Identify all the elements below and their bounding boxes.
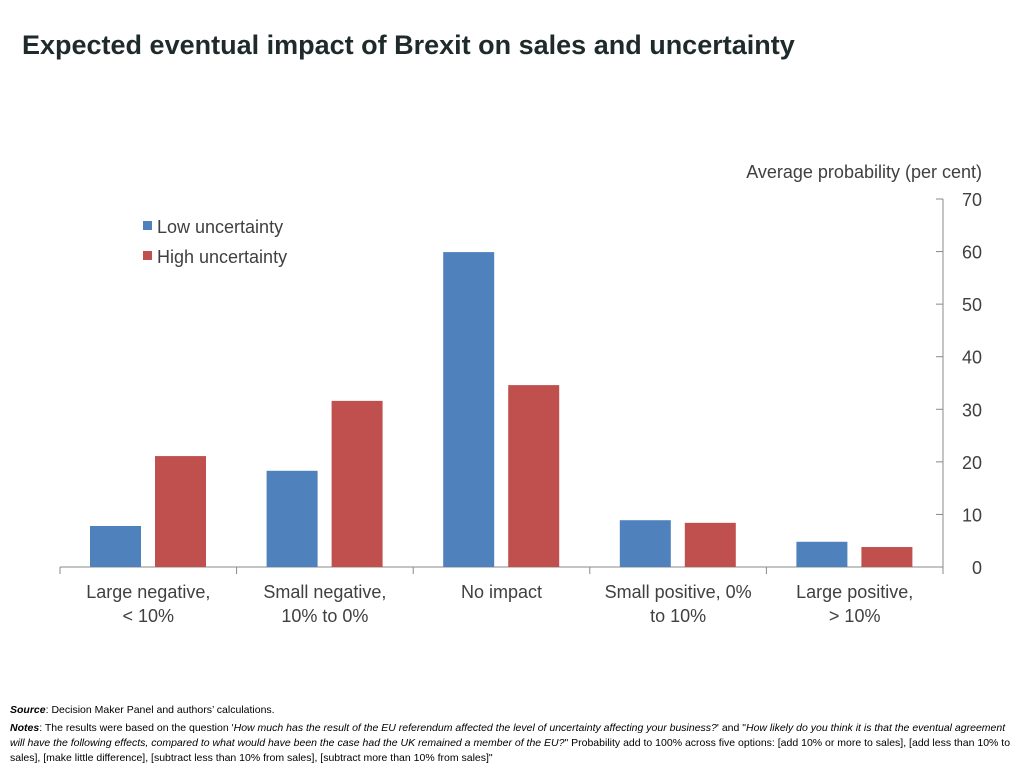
notes-text: : The results were based on the question… bbox=[39, 722, 234, 734]
x-tick-label: < 10% bbox=[123, 606, 175, 626]
legend-swatch bbox=[143, 221, 152, 230]
y-tick-label: 30 bbox=[962, 400, 982, 420]
y-tick-label: 0 bbox=[972, 558, 982, 578]
notes-question-2: How likely do you think it is that the e… bbox=[10, 722, 1006, 749]
notes: Notes: The results were based on the que… bbox=[10, 721, 1016, 766]
legend-label: Low uncertainty bbox=[157, 217, 283, 237]
x-tick-label: 10% to 0% bbox=[281, 606, 368, 626]
x-tick-label: Large positive, bbox=[796, 582, 913, 602]
legend-label: High uncertainty bbox=[157, 247, 287, 267]
bar-high-uncertainty bbox=[684, 522, 736, 567]
y-tick-label: 50 bbox=[962, 295, 982, 315]
legend-swatch bbox=[143, 251, 152, 260]
bar-high-uncertainty bbox=[155, 456, 206, 567]
bar-low-uncertainty bbox=[443, 252, 495, 567]
bar-high-uncertainty bbox=[508, 385, 560, 567]
bar-low-uncertainty bbox=[619, 520, 671, 567]
bar-low-uncertainty bbox=[90, 525, 141, 567]
y-tick-label: 10 bbox=[962, 505, 982, 525]
notes-question-1: How much has the result of the EU refere… bbox=[233, 722, 717, 734]
x-tick-label: to 10% bbox=[650, 606, 706, 626]
bar-chart: 0 10 20 30 40 50 60 70 Average probability (per … bbox=[59, 162, 982, 626]
source-label: Source bbox=[10, 704, 46, 716]
y-tick-label: 40 bbox=[962, 348, 982, 368]
source-note: Source: Decision Maker Panel and authors… bbox=[10, 703, 1016, 718]
bar-high-uncertainty bbox=[331, 400, 383, 567]
y-tick-label: 70 bbox=[962, 190, 982, 210]
notes-text: " Probability add to 100% across five op… bbox=[10, 737, 1011, 764]
x-tick-label: No impact bbox=[461, 582, 542, 602]
bar-high-uncertainty bbox=[861, 547, 913, 567]
bar-low-uncertainty bbox=[796, 541, 848, 567]
notes-label: Notes bbox=[10, 722, 40, 734]
y-tick-label: 20 bbox=[962, 453, 982, 473]
notes-text: ' and " bbox=[716, 722, 746, 734]
bar-low-uncertainty bbox=[266, 470, 318, 567]
x-tick-label: Large negative, bbox=[86, 582, 210, 602]
x-tick-label: > 10% bbox=[829, 606, 881, 626]
source-text: : Decision Maker Panel and authors’ calc… bbox=[45, 704, 275, 716]
x-tick-label: Small negative, bbox=[263, 582, 386, 602]
y-axis-title: Average probability (per cent) bbox=[746, 162, 982, 182]
chart-title: Expected eventual impact of Brexit on sa… bbox=[22, 30, 795, 60]
x-tick-label: Small positive, 0% bbox=[605, 582, 752, 602]
y-tick-label: 60 bbox=[962, 243, 982, 263]
